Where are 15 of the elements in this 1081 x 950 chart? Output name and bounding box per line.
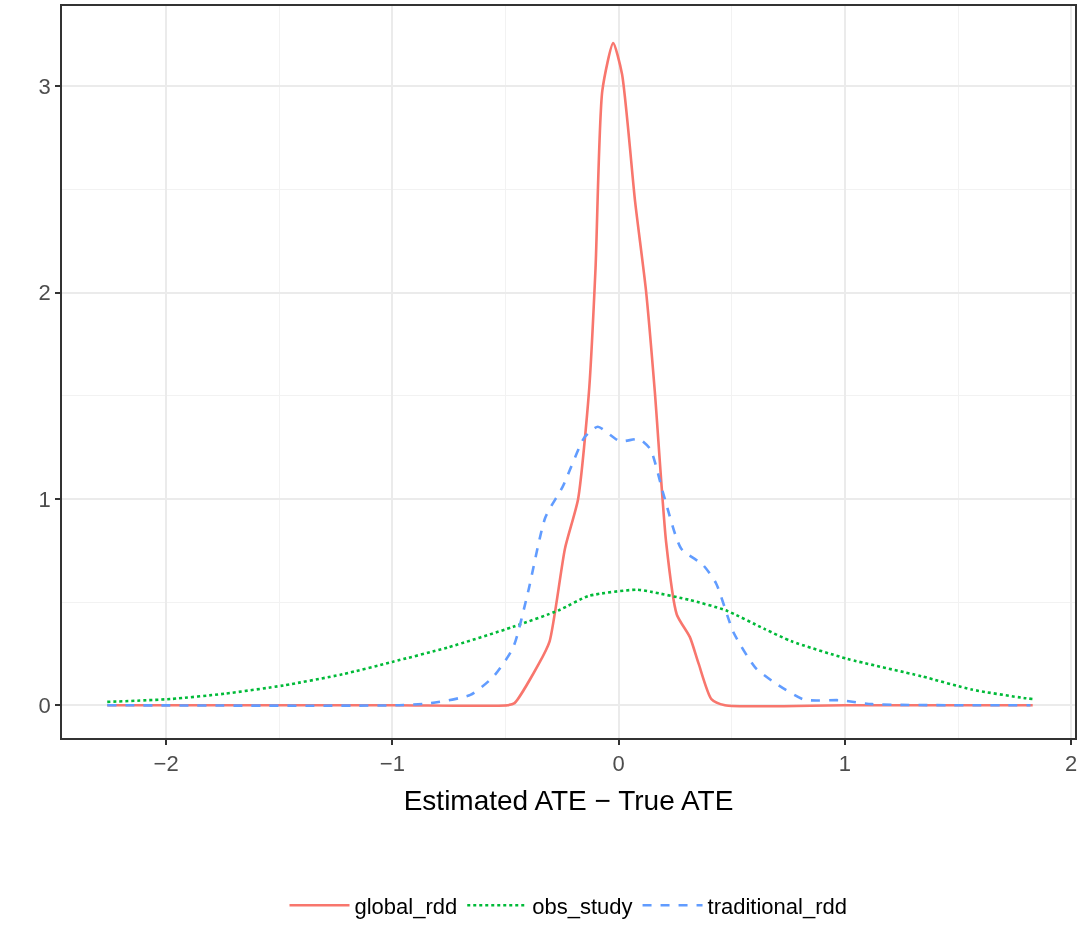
x-tick-label: 1 xyxy=(838,751,852,777)
x-axis-title: Estimated ATE − True ATE xyxy=(403,784,734,816)
legend-label: obs_study xyxy=(532,893,633,919)
x-tick-label: 2 xyxy=(1065,751,1078,777)
line-series xyxy=(105,425,1032,707)
legend-label: traditional_rdd xyxy=(707,893,847,919)
x-tick-label: −1 xyxy=(379,751,405,777)
line-series xyxy=(105,588,1034,704)
y-tick-label: 0 xyxy=(38,692,51,718)
y-tick-label: 2 xyxy=(38,280,51,306)
legend-label: global_rdd xyxy=(354,893,458,919)
x-tick-label: −2 xyxy=(153,751,179,777)
y-tick-label: 1 xyxy=(38,486,51,512)
x-tick-label: 0 xyxy=(612,751,625,777)
y-tick-label: 3 xyxy=(38,74,51,100)
